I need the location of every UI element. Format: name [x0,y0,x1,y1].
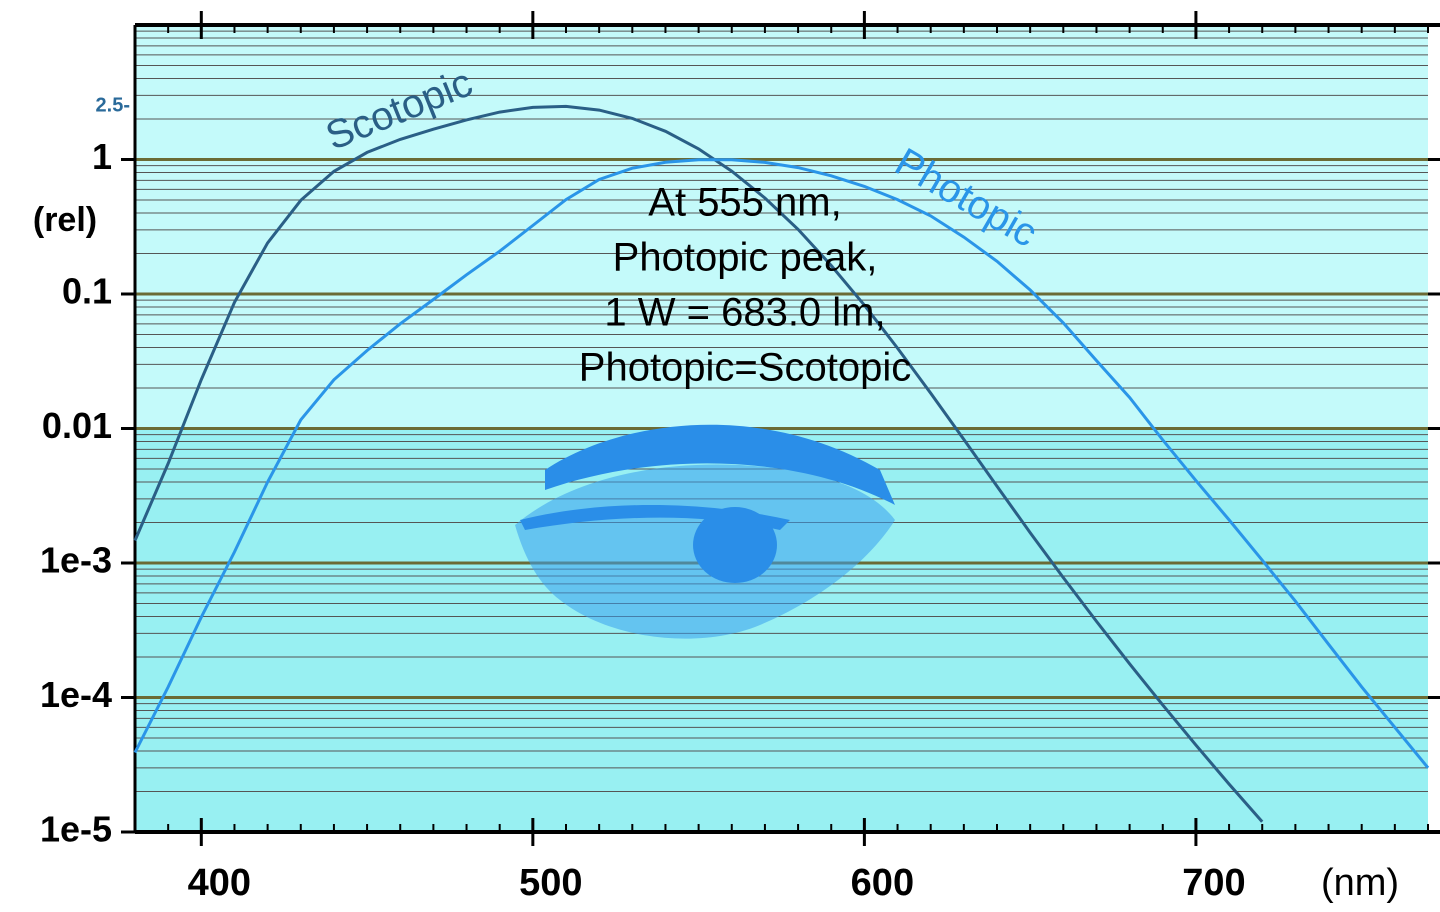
series-line [133,158,1430,769]
background-upper [135,25,1428,429]
y-tick-label: 1 [92,136,112,177]
x-tick-label: 600 [851,862,914,904]
grid: 1e-5 1e-4 1e-3 0.01 0.1 1 2.5- 400 500 600 700 [40,11,1440,904]
x-tick-label: 700 [1182,862,1245,904]
eye-illustration [515,424,895,639]
series-line [133,104,1264,823]
y-tick-label: 1e-4 [40,674,112,715]
x-axis-label: (nm) [1321,862,1399,904]
x-tick-label: 500 [519,862,582,904]
y-axis-label: (rel) [33,201,97,239]
annotation-line: 1 W = 683.0 lm, [604,291,885,335]
y-tick-label: 0.1 [62,271,112,312]
annotation-line: At 555 nm, [648,181,841,225]
scotopic-tick-label: 2.5- [96,94,130,116]
x-tick-label: 400 [188,862,251,904]
annotation-line: Photopic=Scotopic [579,346,911,390]
y-tick-label: 0.01 [42,405,112,446]
annotation-line: Photopic peak, [613,236,878,280]
y-tick-label: 1e-3 [40,540,112,581]
y-tick-label: 1e-5 [40,809,112,850]
